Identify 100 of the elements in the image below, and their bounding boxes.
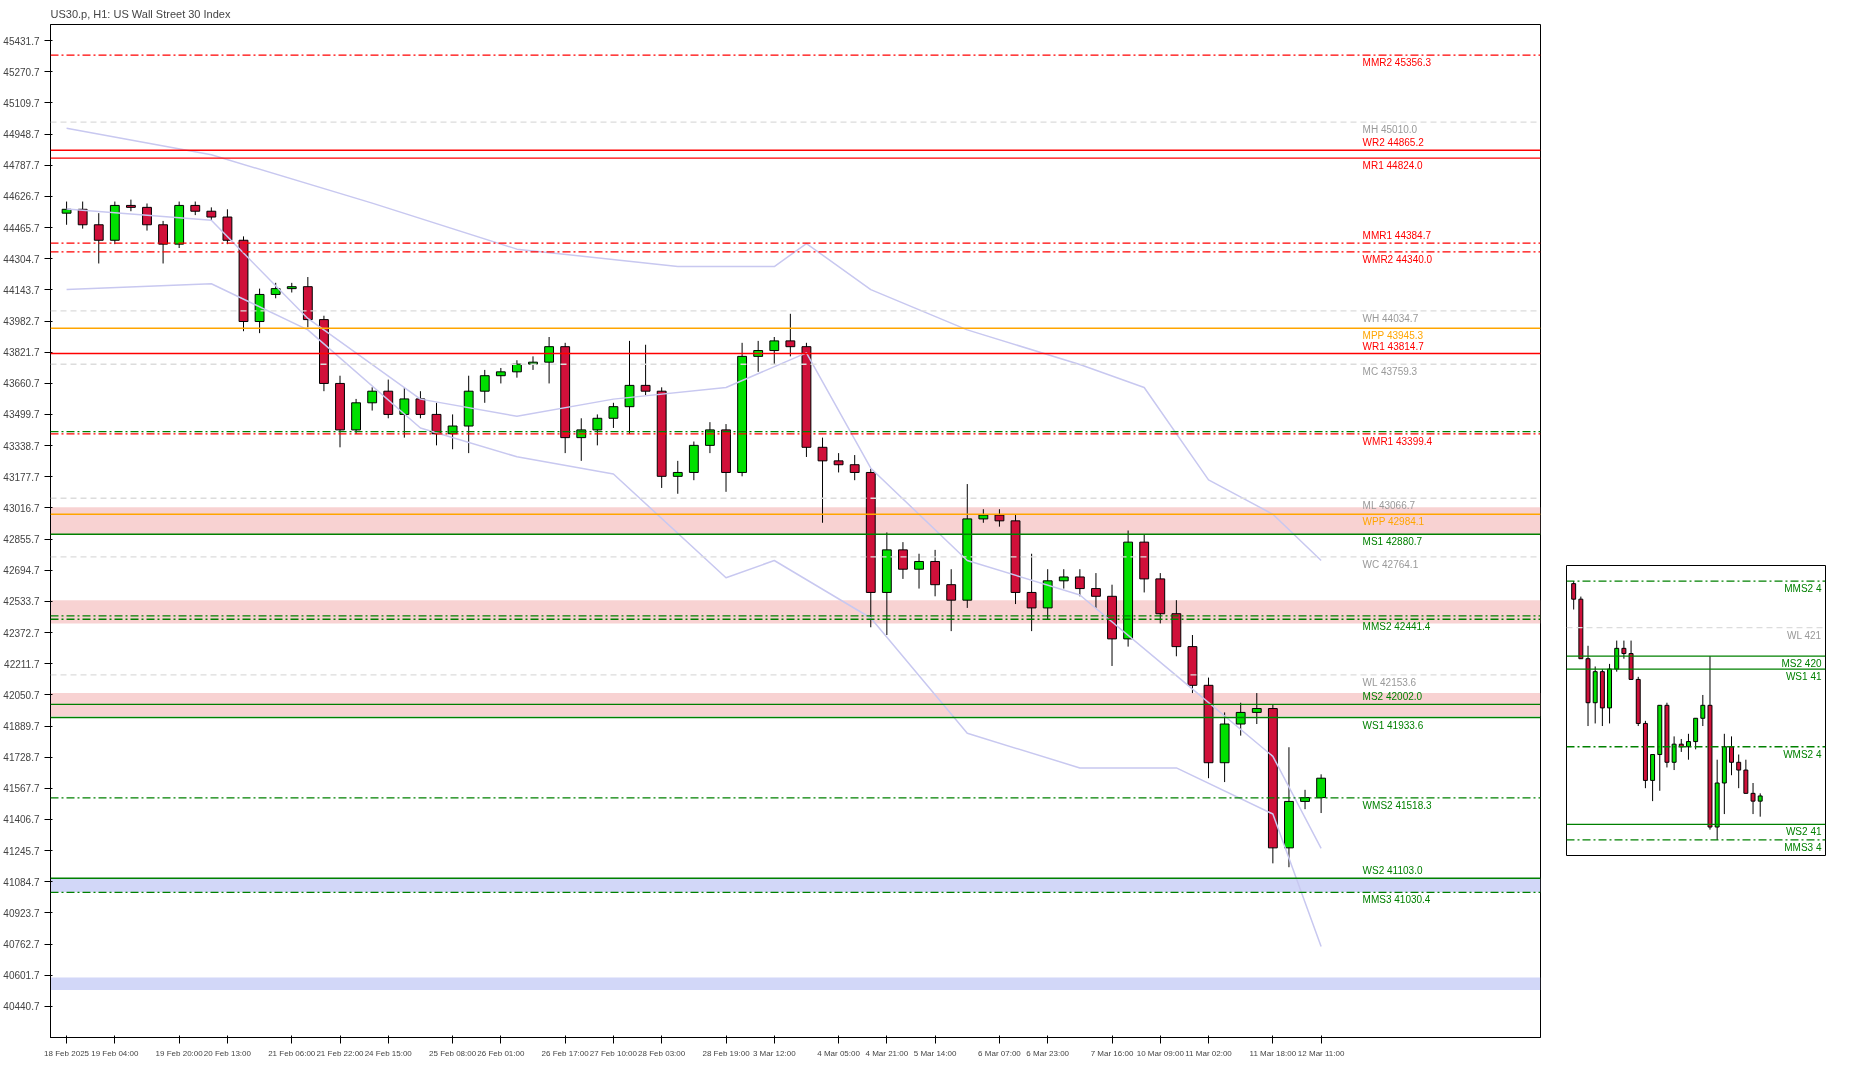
y-tick-label: 43338.7 [3,440,40,452]
candlestick [1058,568,1069,590]
candlestick [849,454,860,481]
y-tick-label: 45109.7 [3,97,40,109]
candlestick [1693,717,1699,750]
y-tick-label: 42211.7 [4,658,40,670]
candlestick [1729,735,1734,776]
candlestick [1091,572,1101,609]
ref-line-label: WS2 41 [1785,826,1822,838]
x-tick-label: 6 Mar 23:00 [1026,1048,1070,1058]
ref-line-label: WMR2 44340.0 [1362,253,1433,265]
candlestick [431,402,442,446]
candlestick [914,553,924,590]
ref-line-label: MMR2 45356.3 [1362,57,1432,69]
candlestick [1571,580,1577,611]
candlestick [415,390,426,419]
x-tick-label: 12 Mar 11:00 [1297,1048,1345,1058]
chart-title: US30.p, H1: US Wall Street 30 Index [50,7,231,20]
line-series [65,283,1322,948]
ref-line-label: MMS2 42441.4 [1362,621,1431,633]
candlestick [592,413,603,446]
ref-line-label: MMS3 4 [1784,841,1822,853]
candlestick [1235,702,1246,737]
ref-line-label: MS1 42880.7 [1362,536,1423,548]
x-tick-label: 5 Mar 14:00 [913,1048,957,1058]
ref-line-label: MS2 42002.0 [1362,691,1423,703]
y-tick-label: 44948.7 [3,129,40,141]
x-tick-label: 27 Feb 10:00 [589,1048,638,1058]
ref-line-label: WC 42764.1 [1362,558,1419,570]
y-tick-label: 43821.7 [3,347,40,359]
line-series [65,127,1322,562]
candlestick [479,369,490,404]
candlestick [640,344,651,396]
x-tick-label: 19 Feb 04:00 [91,1048,139,1058]
candlestick [624,340,635,435]
x-tick-label: 20 Feb 13:00 [203,1048,252,1058]
candlestick [930,549,941,597]
candlestick [672,460,683,495]
y-tick-label: 40601.7 [3,970,40,982]
ref-line-label: WMR1 43399.4 [1362,435,1433,447]
x-tick-label: 4 Mar 05:00 [817,1048,861,1058]
candlestick [1026,553,1037,632]
y-tick-label: 44304.7 [3,253,40,265]
y-tick-label: 44143.7 [3,284,40,296]
candlestick [158,220,169,264]
x-tick-label: 3 Mar 12:00 [752,1048,797,1058]
ref-line-label: WS1 41 [1785,671,1822,683]
candlestick [93,212,104,264]
x-tick-label: 11 Mar 18:00 [1249,1048,1297,1058]
x-tick-label: 21 Feb 22:00 [316,1048,365,1058]
candlestick [769,336,780,365]
ref-line-label: WMS2 4 [1783,748,1822,760]
y-tick-label: 42694.7 [3,565,40,577]
candlestick [142,202,152,232]
y-tick-label: 40762.7 [3,939,40,951]
candlestick [222,208,233,245]
ref-line-label: WMS2 41518.3 [1362,799,1432,811]
ref-line-label: WS2 41103.0 [1362,865,1423,877]
ref-line-label: MC 43759.3 [1362,366,1418,378]
ref-line-label: WL 42153.6 [1362,676,1417,688]
candlestick [1316,773,1327,814]
candlestick [833,452,844,473]
candlestick [898,541,908,580]
y-tick-label: 41728.7 [3,752,40,764]
y-tick-label: 42050.7 [3,689,40,701]
ref-line-label: WR1 43814.7 [1362,340,1425,352]
y-tick-label: 43982.7 [3,316,40,328]
candlestick [1736,754,1742,789]
candlestick [946,568,957,632]
candlestick [1685,733,1691,761]
x-tick-label: 18 Feb 2025 [44,1048,90,1058]
x-tick-label: 21 Feb 06:00 [268,1048,316,1058]
y-tick-label: 41406.7 [3,814,40,826]
x-tick-label: 7 Mar 16:00 [1090,1048,1134,1058]
y-tick-label: 44787.7 [3,160,40,172]
ref-line-label: WR2 44865.2 [1362,137,1425,149]
candlestick [399,386,410,439]
ref-line-label: WL 421 [1787,629,1822,641]
candlestick [61,201,72,226]
x-tick-label: 28 Feb 03:00 [638,1048,686,1058]
ref-line-label: MMS3 41030.4 [1362,894,1431,906]
candlestick [608,402,619,429]
candlestick [1251,692,1262,725]
candlestick [817,437,828,524]
ref-line-label: MS2 420 [1781,658,1822,670]
x-tick-label: 24 Feb 15:00 [364,1048,413,1058]
y-tick-label: 41889.7 [3,721,40,733]
y-tick-label: 44626.7 [3,191,40,203]
y-tick-label: 40440.7 [3,1001,40,1013]
x-tick-label: 4 Mar 21:00 [865,1048,909,1058]
candlestick [383,379,394,419]
candlestick [1750,782,1756,815]
ref-line-label: MH 45010.0 [1362,124,1418,136]
y-tick-label: 43016.7 [3,502,40,514]
y-tick-label: 41245.7 [3,845,40,857]
ref-line-label: MMR1 44384.7 [1362,230,1432,242]
y-tick-label: 43660.7 [3,378,40,390]
candlestick [367,386,378,412]
y-tick-label: 41084.7 [3,876,40,888]
y-tick-label: 42855.7 [3,534,40,546]
